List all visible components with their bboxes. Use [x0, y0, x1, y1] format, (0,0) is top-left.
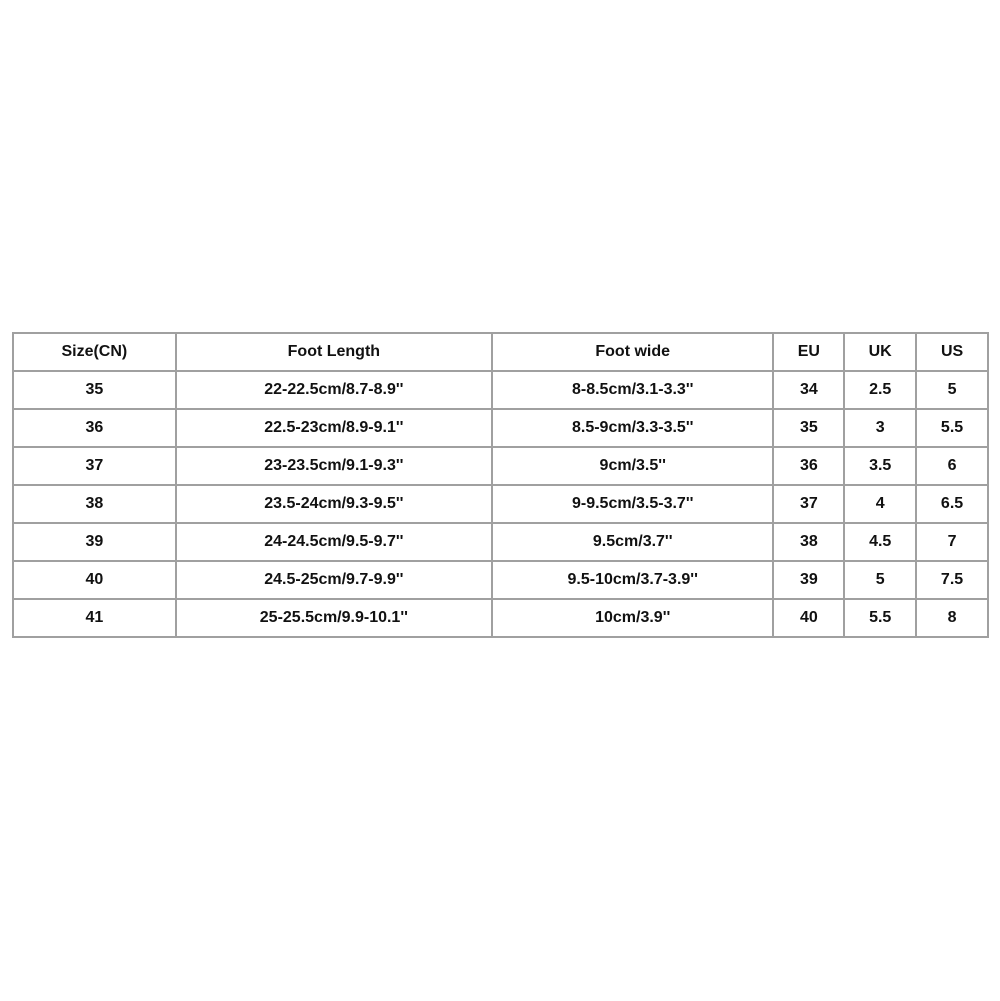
table-row: 37 23-23.5cm/9.1-9.3'' 9cm/3.5'' 36 3.5 6 — [12, 446, 989, 486]
header-size-cn: Size(CN) — [12, 332, 177, 372]
table-row: 36 22.5-23cm/8.9-9.1'' 8.5-9cm/3.3-3.5'' 35… — [12, 408, 989, 448]
cell-foot-wide: 10cm/3.9'' — [491, 598, 775, 638]
cell-us: 8 — [915, 598, 989, 638]
cell-foot-length: 22.5-23cm/8.9-9.1'' — [174, 408, 494, 448]
cell-foot-wide: 8.5-9cm/3.3-3.5'' — [491, 408, 775, 448]
cell-foot-wide: 8-8.5cm/3.1-3.3'' — [491, 370, 775, 410]
cell-uk: 4.5 — [843, 522, 918, 562]
cell-foot-length: 24.5-25cm/9.7-9.9'' — [174, 560, 494, 600]
cell-size-cn: 38 — [12, 484, 177, 524]
header-eu: EU — [772, 332, 846, 372]
cell-us: 7 — [915, 522, 989, 562]
cell-eu: 39 — [772, 560, 846, 600]
table-row: 38 23.5-24cm/9.3-9.5'' 9-9.5cm/3.5-3.7'' 37… — [12, 484, 989, 524]
cell-us: 5.5 — [915, 408, 989, 448]
cell-eu: 36 — [772, 446, 846, 486]
cell-eu: 34 — [772, 370, 846, 410]
header-uk: UK — [843, 332, 918, 372]
cell-uk: 3.5 — [843, 446, 918, 486]
table-row: 35 22-22.5cm/8.7-8.9'' 8-8.5cm/3.1-3.3'' 34… — [12, 370, 989, 410]
cell-uk: 4 — [843, 484, 918, 524]
cell-foot-wide: 9.5cm/3.7'' — [491, 522, 775, 562]
table-row: 41 25-25.5cm/9.9-10.1'' 10cm/3.9'' 40 5.5 8 — [12, 598, 989, 638]
header-foot-wide: Foot wide — [491, 332, 775, 372]
cell-foot-length: 23.5-24cm/9.3-9.5'' — [174, 484, 494, 524]
cell-size-cn: 39 — [12, 522, 177, 562]
cell-us: 6.5 — [915, 484, 989, 524]
size-chart-table: Size(CN) Foot Length Foot wide EU UK US 35 22-… — [12, 332, 989, 638]
cell-size-cn: 35 — [12, 370, 177, 410]
cell-uk: 5 — [843, 560, 918, 600]
header-us: US — [915, 332, 989, 372]
cell-foot-length: 22-22.5cm/8.7-8.9'' — [174, 370, 494, 410]
cell-foot-wide: 9.5-10cm/3.7-3.9'' — [491, 560, 775, 600]
cell-size-cn: 41 — [12, 598, 177, 638]
table-row: 40 24.5-25cm/9.7-9.9'' 9.5-10cm/3.7-3.9'' 3… — [12, 560, 989, 600]
cell-uk: 3 — [843, 408, 918, 448]
cell-size-cn: 37 — [12, 446, 177, 486]
table-row: 39 24-24.5cm/9.5-9.7'' 9.5cm/3.7'' 38 4.5 7 — [12, 522, 989, 562]
cell-size-cn: 40 — [12, 560, 177, 600]
cell-uk: 2.5 — [843, 370, 918, 410]
header-row: Size(CN) Foot Length Foot wide EU UK US — [12, 332, 989, 372]
cell-foot-wide: 9-9.5cm/3.5-3.7'' — [491, 484, 775, 524]
cell-foot-wide: 9cm/3.5'' — [491, 446, 775, 486]
cell-eu: 40 — [772, 598, 846, 638]
cell-foot-length: 25-25.5cm/9.9-10.1'' — [174, 598, 494, 638]
cell-uk: 5.5 — [843, 598, 918, 638]
cell-us: 5 — [915, 370, 989, 410]
cell-foot-length: 24-24.5cm/9.5-9.7'' — [174, 522, 494, 562]
cell-size-cn: 36 — [12, 408, 177, 448]
cell-us: 7.5 — [915, 560, 989, 600]
cell-foot-length: 23-23.5cm/9.1-9.3'' — [174, 446, 494, 486]
cell-us: 6 — [915, 446, 989, 486]
header-foot-length: Foot Length — [174, 332, 494, 372]
cell-eu: 37 — [772, 484, 846, 524]
cell-eu: 38 — [772, 522, 846, 562]
cell-eu: 35 — [772, 408, 846, 448]
